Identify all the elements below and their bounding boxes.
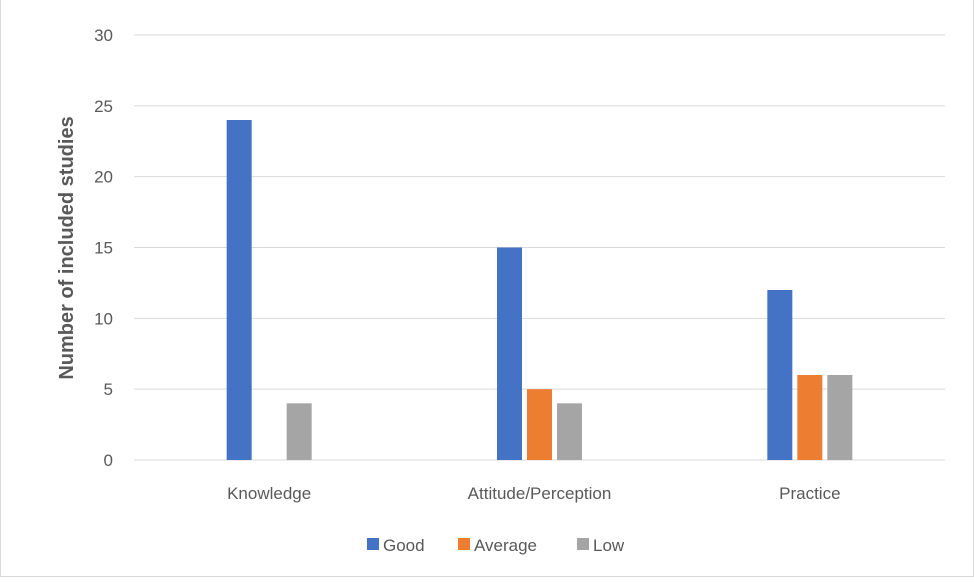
- bars: [226, 120, 853, 460]
- y-axis-label: Number of included studies: [56, 116, 78, 379]
- y-tick-label: 30: [94, 26, 113, 45]
- legend-label-average: Average: [474, 536, 537, 555]
- y-tick-label: 15: [94, 239, 113, 258]
- legend-swatch-average: [458, 538, 470, 550]
- y-tick-label: 5: [104, 380, 113, 399]
- legend-swatch-low: [577, 538, 589, 550]
- bar-low-0: [286, 403, 312, 460]
- y-tick-label: 10: [94, 309, 113, 328]
- legend: Good Average Low: [367, 536, 625, 555]
- bar-average-1: [527, 389, 552, 460]
- legend-label-good: Good: [383, 536, 425, 555]
- gridlines: [134, 34, 945, 461]
- legend-swatch-good: [367, 538, 379, 550]
- y-tick-label: 0: [104, 451, 113, 470]
- bar-average-2: [797, 375, 823, 460]
- x-axis-ticks: Knowledge Attitude/Perception Practice: [227, 484, 840, 503]
- x-tick-label: Knowledge: [227, 484, 311, 503]
- bar-good-1: [497, 247, 522, 460]
- bar-good-2: [767, 290, 793, 460]
- y-tick-label: 20: [94, 168, 113, 187]
- x-tick-label: Attitude/Perception: [468, 484, 612, 503]
- bar-low-2: [827, 375, 853, 460]
- bar-low-1: [557, 403, 582, 460]
- legend-label-low: Low: [593, 536, 625, 555]
- x-tick-label: Practice: [779, 484, 840, 503]
- y-axis-ticks: 0 5 10 15 20 25 30: [94, 26, 113, 470]
- y-tick-label: 25: [94, 97, 113, 116]
- bar-good-0: [226, 120, 252, 460]
